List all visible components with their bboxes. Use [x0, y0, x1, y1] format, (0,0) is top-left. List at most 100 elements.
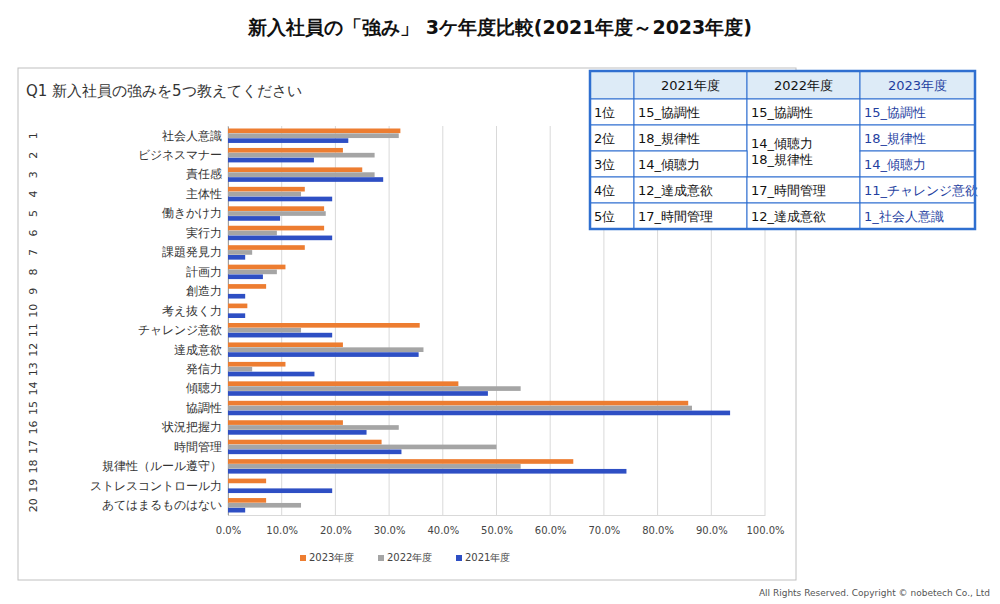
- category-number: 2: [27, 152, 40, 159]
- bar: [228, 265, 285, 270]
- x-tick: 100.0%: [746, 515, 784, 536]
- bar: [228, 274, 263, 279]
- table-cell: [747, 99, 860, 125]
- bar: [228, 177, 383, 182]
- bar: [228, 226, 324, 231]
- category-number: 15: [27, 401, 40, 415]
- table-cell: [590, 203, 634, 229]
- bar: [228, 304, 247, 309]
- category-label: 責任感: [186, 167, 222, 181]
- legend-item: 2021年度: [456, 552, 510, 563]
- category-label: 実行力: [186, 226, 222, 240]
- x-axis: 0.0%10.0%20.0%30.0%40.0%50.0%60.0%70.0%8…: [216, 515, 785, 536]
- table-cell: [634, 99, 747, 125]
- series: [228, 138, 730, 512]
- chart-root: 新入社員の「強み」 3ケ年度比較(2021年度～2023年度)Q1 新入社員の強…: [0, 0, 1000, 604]
- legend-label: 2021年度: [465, 552, 510, 563]
- table-cell-text: 15_協調性: [864, 105, 926, 120]
- legend: 2023年度2022年度2021年度: [300, 552, 510, 563]
- category-number: 1: [27, 132, 40, 139]
- table-cell: [860, 203, 975, 229]
- bar: [228, 231, 277, 236]
- x-tick-label: 40.0%: [427, 525, 459, 536]
- y-tick: 時間管理: [174, 440, 222, 454]
- grid-line: [228, 126, 229, 515]
- bar: [228, 255, 245, 260]
- table-header-cell: [634, 71, 747, 99]
- category-number: 12: [27, 343, 40, 357]
- category-number: 20: [27, 498, 40, 512]
- bar: [228, 420, 343, 425]
- bar: [228, 294, 245, 299]
- category-number: 10: [27, 304, 40, 318]
- bar: [228, 323, 420, 328]
- y-tick: 社会人意識: [162, 129, 222, 143]
- bar: [228, 289, 229, 294]
- category-label: 協調性: [186, 401, 222, 415]
- x-axis-line: [229, 515, 766, 516]
- y-tick: 考え抜く力: [162, 304, 222, 318]
- table-cell: [590, 99, 634, 125]
- bar: [228, 483, 229, 488]
- x-tick-label: 30.0%: [374, 525, 406, 536]
- bar: [228, 284, 266, 289]
- legend-item: 2022年度: [378, 552, 432, 563]
- bar: [228, 138, 348, 143]
- table-cell-text: 15_協調性: [751, 105, 813, 120]
- y-tick: あてはまるものはない: [102, 498, 222, 512]
- bar: [228, 430, 367, 435]
- category-label: 社会人意識: [162, 129, 222, 143]
- category-label: 発信力: [186, 362, 222, 376]
- bar: [228, 270, 277, 275]
- chart-panel: [18, 68, 796, 580]
- bar: [228, 308, 229, 313]
- category-number: 13: [27, 362, 40, 376]
- grid-line: [389, 126, 390, 515]
- x-tick: 30.0%: [374, 515, 406, 536]
- bar: [228, 469, 626, 474]
- x-tick: 60.0%: [535, 515, 567, 536]
- legend-swatch: [456, 555, 462, 561]
- bar: [228, 342, 343, 347]
- bar: [228, 216, 280, 221]
- series: [228, 129, 688, 503]
- bar: [228, 391, 488, 396]
- category-number: 3: [27, 171, 40, 178]
- table-header-cell: [747, 71, 860, 99]
- table-rank: 4位: [594, 183, 615, 198]
- category-number: 4: [27, 191, 40, 198]
- table-cell: [860, 125, 975, 151]
- legend-swatch: [378, 555, 384, 561]
- y-tick: ストレスコントロール力: [90, 479, 222, 493]
- table-header-text: 2023年度: [888, 78, 947, 93]
- bar: [228, 197, 332, 202]
- bar: [228, 449, 401, 454]
- bar: [228, 498, 266, 503]
- table-cell: [590, 151, 634, 177]
- x-tick: 20.0%: [320, 515, 352, 536]
- table-header-text: 2022年度: [774, 78, 833, 93]
- bar: [228, 411, 730, 416]
- table-cell: [634, 177, 747, 203]
- title: 新入社員の「強み」 3ケ年度比較(2021年度～2023年度): [247, 16, 752, 38]
- x-tick-label: 90.0%: [696, 525, 728, 536]
- category-number: 19: [27, 479, 40, 493]
- x-tick: 80.0%: [642, 515, 674, 536]
- table-cell: [747, 177, 860, 203]
- category-label: 時間管理: [174, 440, 222, 454]
- category-label: 主体性: [186, 187, 222, 201]
- bar: [228, 352, 419, 357]
- category-number: 11: [27, 323, 40, 337]
- bar: [228, 425, 399, 430]
- y-tick: 規律性（ルール遵守）: [102, 459, 222, 473]
- bar: [228, 187, 305, 192]
- table-cell: [860, 99, 975, 125]
- table-cell-text: 1_社会人意識: [864, 209, 944, 224]
- table-rank: 3位: [594, 157, 615, 172]
- y-tick: 傾聴力: [186, 381, 222, 395]
- category-label: 課題発見力: [162, 245, 222, 259]
- x-tick-label: 60.0%: [535, 525, 567, 536]
- category-label: 創造力: [186, 284, 222, 298]
- category-number: 9: [27, 288, 40, 295]
- category-number: 6: [27, 229, 40, 236]
